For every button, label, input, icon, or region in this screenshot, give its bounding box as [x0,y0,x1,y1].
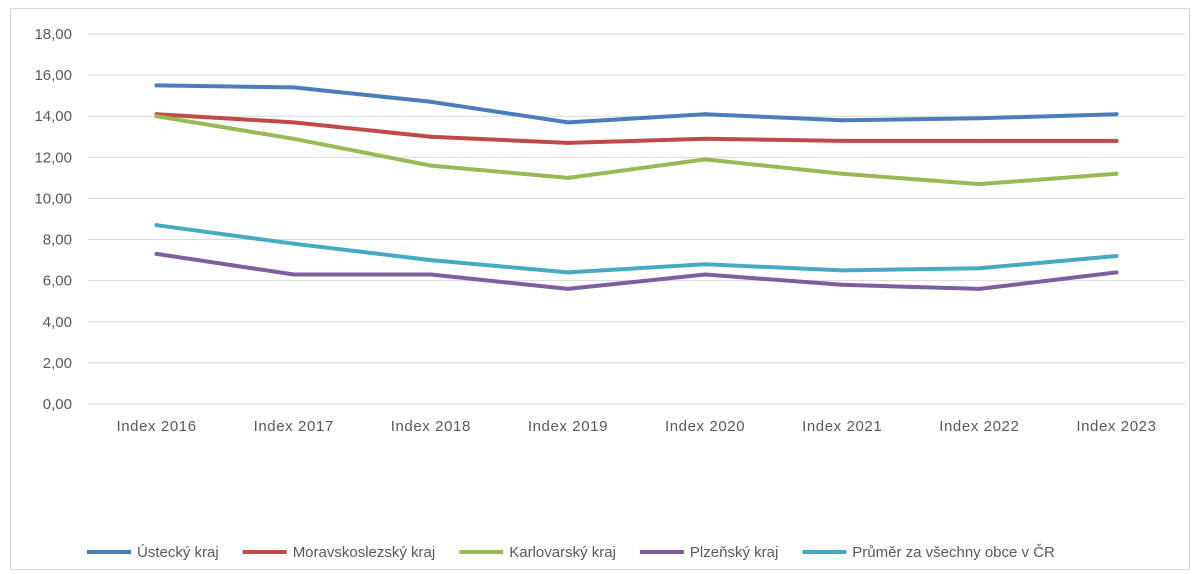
x-tick-label: Index 2018 [391,418,471,435]
data-point [154,251,159,256]
y-tick-label: 6,00 [43,273,72,290]
series-line-3 [154,114,1119,187]
data-point [565,175,570,180]
x-tick-label: Index 2019 [528,418,608,435]
y-tick-label: 18,00 [34,26,72,43]
gridlines [88,33,1185,405]
data-point [840,118,845,123]
y-tick-label: 10,00 [34,190,72,207]
data-point [154,114,159,119]
x-tick-label: Index 2017 [254,418,334,435]
data-point [428,99,433,104]
x-tick-label: Index 2021 [802,418,882,435]
series-lines [154,83,1119,291]
data-point [154,83,159,88]
legend-label: Ústecký kraj [137,544,219,561]
x-tick-label: Index 2022 [939,418,1019,435]
data-point [703,112,708,117]
data-point [840,268,845,273]
data-point [1114,112,1119,117]
x-tick-label: Index 2016 [116,418,196,435]
legend-label: Karlovarský kraj [509,544,616,561]
data-point [840,282,845,287]
legend: Ústecký kraj Moravskoslezský kraj Karlovar… [87,544,1055,561]
y-tick-label: 12,00 [34,149,72,166]
x-axis-ticks: Index 2016 Index 2017 Index 2018 Index 2019… [116,418,1156,435]
data-point [1114,254,1119,258]
series-line-5 [154,223,1119,275]
data-point [565,120,570,125]
data-point [703,136,708,141]
data-point [840,171,845,176]
data-point [154,223,159,228]
y-axis-ticks: 0,00 2,00 4,00 6,00 8,00 10,00 12,00 14,00 16,00… [34,26,72,413]
y-tick-label: 2,00 [43,355,72,372]
data-point [428,134,433,139]
chart-frame: 0,00 2,00 4,00 6,00 8,00 10,00 12,00 14,00 16,00… [10,8,1190,570]
data-point [428,272,433,277]
series-line-4 [154,251,1119,291]
x-tick-label: Index 2023 [1076,418,1156,435]
data-point [977,286,982,291]
data-point [977,116,982,121]
data-point [703,157,708,162]
data-point [840,138,845,143]
data-point [291,136,296,141]
series-line-1 [154,83,1119,125]
data-point [1114,270,1119,275]
y-tick-label: 14,00 [34,108,72,125]
data-point [565,270,570,275]
line-chart: 0,00 2,00 4,00 6,00 8,00 10,00 12,00 14,00 16,00… [34,26,1185,561]
data-point [977,138,982,143]
data-point [428,163,433,168]
data-point [703,272,708,277]
legend-label: Průměr za všechny obce v ČR [852,544,1055,561]
legend-label: Plzeňský kraj [690,544,778,561]
y-tick-label: 0,00 [43,396,72,413]
data-point [565,140,570,145]
y-tick-label: 4,00 [43,314,72,331]
data-point [1114,138,1119,143]
data-point [703,262,708,267]
y-tick-label: 8,00 [43,232,72,249]
data-point [977,266,982,271]
legend-label: Moravskoslezský kraj [293,544,436,561]
data-point [565,286,570,291]
x-tick-label: Index 2020 [665,418,745,435]
y-tick-label: 16,00 [34,67,72,84]
data-point [977,182,982,187]
data-point [291,85,296,90]
data-point [1114,171,1119,176]
data-point [291,272,296,277]
series-line-2 [154,112,1119,145]
data-point [291,241,296,246]
data-point [428,258,433,263]
data-point [291,120,296,125]
